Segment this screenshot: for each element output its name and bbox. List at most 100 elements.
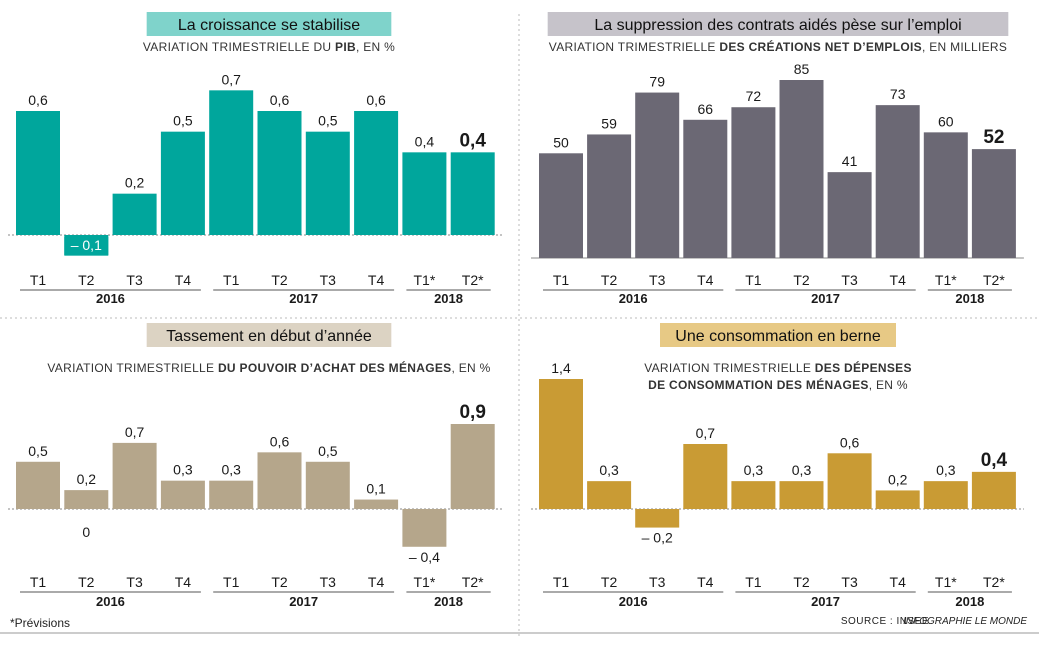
bar [305,461,350,509]
x-tick-label: T4 [697,272,714,288]
x-tick-label: T2 [793,574,810,590]
panel-dividers [0,14,1039,636]
data-label: 50 [553,134,569,150]
chart-title-background [146,323,392,347]
data-label: 0,6 [28,92,48,108]
bar [16,111,60,235]
x-tick-label: T2* [462,574,484,590]
chart-subtitle: VARIATION TRIMESTRIELLE DU POUVOIR D’ACH… [47,360,490,375]
bar [971,149,1016,258]
bar [635,509,680,528]
data-label: 79 [649,74,665,90]
bar [305,131,350,235]
data-label: 0,5 [173,113,193,129]
x-tick-label: T1 [30,272,47,288]
infographic-credit: INFOGRAPHIE LE MONDE [903,616,1027,627]
chart-title-background [146,12,392,36]
bar [112,193,157,235]
data-label: 59 [601,115,617,131]
bar [923,132,968,258]
data-label: 0,3 [599,462,619,478]
x-tick-label: T1 [223,574,240,590]
data-label: 0,2 [77,471,97,487]
bar [779,80,824,258]
x-tick-label: T3 [841,574,858,590]
bar [731,107,776,258]
x-tick-label: T2 [78,574,95,590]
data-label: 41 [842,153,858,169]
data-label: 0,3 [792,462,812,478]
x-tick-label: T1* [414,574,436,590]
year-group-label: 2017 [289,291,318,306]
data-label: 66 [698,101,714,117]
bar [257,452,302,509]
data-label: 0,5 [318,443,338,459]
source-label: SOURCE : INSEE [840,616,929,627]
data-label: 0,6 [840,434,860,450]
year-group-label: 2017 [811,594,840,609]
x-tick-label: T3 [649,574,666,590]
year-group-label: 2018 [434,594,463,609]
data-label: 1,4 [551,360,571,376]
bar [731,481,776,509]
x-tick-label: T3 [320,272,337,288]
chart-title: Une consommation en berne [675,328,881,345]
data-label-zero: 0 [82,524,90,540]
x-tick-label: T4 [890,574,907,590]
bar [450,424,495,509]
footnote-previsions: *Prévisions [10,616,71,630]
bar [971,471,1016,509]
year-group-label: 2018 [955,291,984,306]
chart-title-background [547,12,1009,36]
bar [160,131,205,235]
data-label: 0,2 [125,175,145,191]
year-group-label: 2017 [289,594,318,609]
bar [587,134,632,258]
data-label: 0,7 [696,425,716,441]
chart-title: La suppression des contrats aidés pèse s… [594,17,961,34]
data-label: 0,5 [28,443,48,459]
data-label: 0,6 [270,92,290,108]
data-label: 85 [794,61,810,77]
x-tick-label: T3 [841,272,858,288]
chart-title-background [660,323,896,347]
data-label: 0,9 [459,402,485,423]
x-tick-label: T3 [126,272,143,288]
chart-title: La croissance se stabilise [178,17,360,34]
x-tick-label: T4 [368,272,385,288]
bar [779,481,824,509]
x-tick-label: T3 [320,574,337,590]
bar [923,481,968,509]
data-label: 0,4 [459,130,486,151]
data-label: 0,5 [318,113,338,129]
x-tick-label: T3 [649,272,666,288]
x-tick-label: T1* [935,272,957,288]
bar [539,153,583,258]
x-tick-label: T1 [223,272,240,288]
chart-panel-3: Tassement en début d’année VARIATION TRIM… [8,323,503,609]
x-tick-label: T2 [271,574,288,590]
data-label: 73 [890,86,906,102]
bar [587,481,632,509]
negative-label-chip [64,237,109,255]
bar [209,90,254,235]
x-tick-label: T1 [745,574,762,590]
x-tick-label: T2 [793,272,810,288]
chart-subtitle: VARIATION TRIMESTRIELLE DU PIB, EN % [143,40,395,54]
bar [257,111,302,235]
chart-panels: La croissance se stabilise VARIATION TRIM… [8,12,1024,609]
x-tick-label: T2 [601,574,618,590]
year-group-label: 2018 [955,594,984,609]
bar [827,172,872,258]
bar [875,490,920,509]
bar [450,152,495,235]
x-tick-label: T4 [368,574,385,590]
x-tick-label: T1 [745,272,762,288]
bar [354,111,399,235]
x-tick-label: T1 [553,272,570,288]
x-tick-label: T1 [553,574,570,590]
x-tick-label: T2 [601,272,618,288]
bar [402,152,447,235]
x-tick-label: T2* [983,574,1005,590]
x-tick-label: T2* [462,272,484,288]
